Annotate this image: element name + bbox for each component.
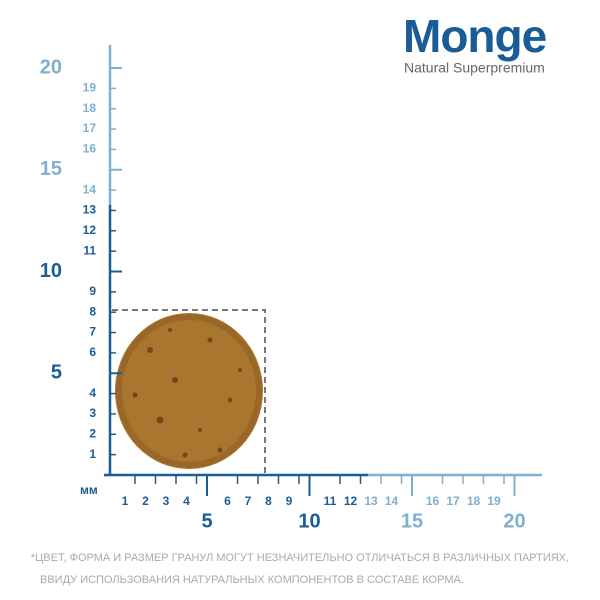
x-tick-label: 17 [446,494,460,508]
x-tick-label: 2 [142,494,149,508]
kibble [115,313,263,469]
y-tick-label: 13 [83,203,97,217]
y-tick-label: 1 [89,447,96,461]
x-tick-label: 18 [467,494,481,508]
y-tick-label: 12 [83,223,97,237]
x-tick-label: 12 [344,494,358,508]
y-tick-label: 8 [89,304,96,318]
x-tick-label: 14 [385,494,399,508]
y-tick-label: 4 [89,386,96,400]
x-tick-label: 13 [364,494,378,508]
y-tick-label: 7 [89,325,96,339]
x-tick-label: 4 [183,494,190,508]
y-tick-label: 17 [83,121,97,135]
x-tick-label: 11 [324,494,337,508]
x-major-label: 5 [201,510,212,532]
y-tick-label: 18 [83,101,97,115]
footnote: ВВИДУ ИСПОЛЬЗОВАНИЯ НАТУРАЛЬНЫХ КОМПОНЕН… [40,574,464,586]
x-tick-label: 8 [265,494,272,508]
y-tick-label: 3 [89,406,96,420]
x-tick-label: 9 [286,494,293,508]
x-major-label: 15 [401,510,423,532]
y-tick-label: 2 [89,426,96,440]
x-tick-label: 6 [224,494,231,508]
footnote: *ЦВЕТ, ФОРМА И РАЗМЕР ГРАНУЛ МОГУТ НЕЗНА… [31,552,569,564]
unit: мм [80,483,98,497]
x-tick-label: 1 [122,494,129,508]
y-major-label: 5 [51,362,62,384]
x-tick-label: 7 [245,494,252,508]
kibble-spots [132,328,242,458]
y-major-label: 20 [40,56,62,78]
x-tick-label: 19 [487,494,501,508]
y-tick-label: 19 [83,81,97,95]
x-major-label: 20 [503,510,525,532]
x-major-label: 10 [298,510,320,532]
y-tick-label: 6 [89,345,96,359]
x-tick-label: 3 [163,494,170,508]
y-tick-label: 11 [83,243,96,257]
size-box [112,309,266,475]
y-tick-label: 9 [89,284,96,298]
x-tick-label: 16 [426,494,440,508]
y-major-label: 15 [40,158,62,180]
kibble-edge [116,314,262,468]
tagline: Natural Superpremium [404,60,545,76]
y-tick-label: 14 [83,182,97,196]
y-tick-label: 16 [83,142,97,156]
y-major-label: 10 [40,260,62,282]
brand: Monge [403,10,547,62]
